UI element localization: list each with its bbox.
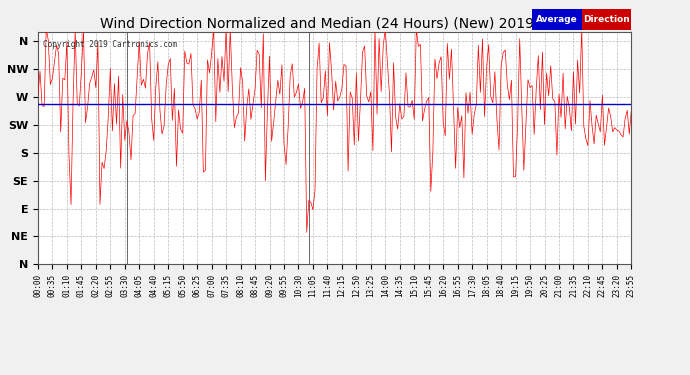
Title: Wind Direction Normalized and Median (24 Hours) (New) 20190827: Wind Direction Normalized and Median (24… [100, 17, 569, 31]
Text: Direction: Direction [583, 15, 630, 24]
Text: Copyright 2019 Cartronics.com: Copyright 2019 Cartronics.com [43, 40, 177, 49]
Text: Average: Average [536, 15, 578, 24]
